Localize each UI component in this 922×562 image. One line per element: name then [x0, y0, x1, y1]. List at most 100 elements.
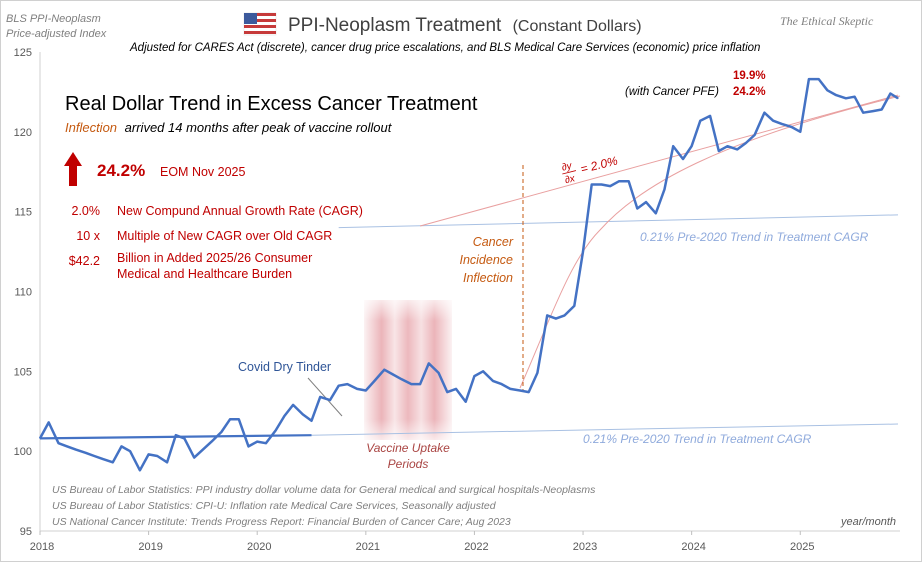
cancer-inflection-label: Inflection — [463, 271, 513, 285]
data-point — [663, 188, 666, 190]
data-point — [57, 442, 60, 444]
data-point — [465, 401, 467, 403]
covid-pointer-line — [307, 377, 343, 417]
data-point — [48, 421, 50, 424]
data-point — [148, 453, 150, 455]
x-axis-unit-label: year/month — [840, 516, 896, 528]
data-point — [455, 388, 457, 390]
data-point — [799, 131, 801, 133]
data-point — [655, 212, 657, 214]
data-point — [356, 388, 358, 390]
stat-label: New Compund Annual Growth Rate (CAGR) — [117, 204, 363, 218]
data-point — [519, 389, 521, 392]
data-point — [256, 440, 258, 443]
data-point — [781, 123, 783, 125]
data-point — [618, 180, 620, 182]
y-tick-label: 120 — [14, 127, 32, 139]
data-point — [881, 108, 883, 111]
x-tick-label: 2024 — [681, 541, 705, 553]
data-point — [736, 148, 738, 150]
data-point — [709, 115, 711, 117]
source-citation: US Bureau of Labor Statistics: CPI-U: In… — [52, 500, 497, 512]
stat-value: $42.2 — [69, 254, 100, 268]
x-tick-label: 2023 — [573, 541, 597, 553]
data-point — [628, 180, 630, 182]
up-arrow-icon — [64, 152, 82, 186]
data-point — [763, 112, 766, 114]
data-point — [636, 207, 638, 210]
series-line — [38, 77, 899, 472]
data-point — [93, 455, 95, 457]
data-point — [745, 142, 747, 144]
summary-headline: Real Dollar Trend in Excess Cancer Treat… — [65, 93, 478, 115]
data-point — [85, 452, 87, 454]
data-point — [853, 96, 856, 98]
us-flag-icon — [243, 12, 277, 36]
data-point — [129, 450, 131, 452]
pct-bottom-label: 24.2% — [733, 86, 766, 98]
x-tick-label: 2018 — [30, 541, 54, 553]
data-point — [682, 158, 684, 160]
data-point — [39, 437, 41, 439]
big-percent: 24.2% — [97, 161, 145, 180]
data-point — [166, 461, 168, 463]
y-tick-label: 100 — [14, 446, 32, 458]
data-point — [238, 418, 240, 420]
data-point — [790, 126, 793, 128]
data-point — [818, 78, 820, 80]
x-tick-label: 2022 — [464, 541, 488, 553]
data-point — [319, 396, 321, 398]
x-tick-label: 2020 — [247, 541, 271, 553]
data-point — [247, 445, 250, 447]
data-point — [582, 250, 584, 253]
chart-title-suffix: (Constant Dollars) — [513, 18, 642, 35]
data-point — [872, 110, 874, 112]
derivative-denominator: ∂x — [564, 173, 577, 186]
y-tick-label: 95 — [20, 526, 32, 538]
data-point — [718, 150, 720, 152]
big-percent-label: EOM Nov 2025 — [160, 165, 246, 179]
x-tick-label: 2021 — [356, 541, 380, 553]
derivative-numerator: ∂y — [561, 160, 574, 173]
data-point — [410, 383, 413, 385]
stat-label: Multiple of New CAGR over Old CAGR — [117, 229, 332, 243]
trend-line-3 — [419, 94, 899, 227]
trend-line-1 — [311, 423, 899, 436]
data-point — [102, 458, 104, 460]
data-point — [691, 145, 693, 147]
data-point — [229, 418, 231, 420]
data-point — [211, 440, 213, 443]
data-point — [292, 404, 294, 406]
data-point — [555, 318, 557, 320]
vaccine-band-fade — [364, 300, 452, 440]
vaccine-label: Vaccine Uptake — [366, 441, 450, 455]
derivative-fraction-bar — [562, 170, 577, 175]
data-point — [302, 413, 304, 416]
source-label-line2: Price-adjusted Index — [6, 28, 107, 40]
pct-top-label: 19.9% — [733, 70, 766, 82]
data-point — [75, 448, 77, 451]
vaccine-label: Periods — [388, 457, 429, 471]
trend-label-lower: 0.21% Pre-2020 Trend in Treatment CAGR — [583, 432, 812, 446]
data-point — [591, 183, 593, 186]
stat-label-line2: Medical and Healthcare Burden — [117, 267, 292, 281]
inflection-rest: arrived 14 months after peak of vaccine … — [125, 120, 393, 135]
series-path-0 — [38, 77, 899, 472]
data-point — [609, 185, 611, 187]
data-point — [156, 455, 158, 457]
data-point — [897, 97, 899, 99]
data-point — [193, 456, 195, 459]
stat-value: 10 x — [76, 229, 100, 243]
x-tick-labels: 2018 2019 2020 2021 2022 2023 2024 2025 — [30, 531, 814, 553]
y-tick-label: 125 — [14, 47, 32, 59]
x-tick-label: 2025 — [790, 541, 814, 553]
chart-subtitle: Adjusted for CARES Act (discrete), cance… — [129, 42, 760, 54]
data-point — [428, 362, 430, 364]
chart-title: PPI-Neoplasm Treatment (Constant Dollars… — [288, 15, 642, 36]
brand-logo-text: The Ethical Skeptic — [780, 14, 874, 28]
data-point — [509, 388, 511, 390]
data-point — [112, 461, 114, 463]
data-point — [419, 383, 421, 385]
